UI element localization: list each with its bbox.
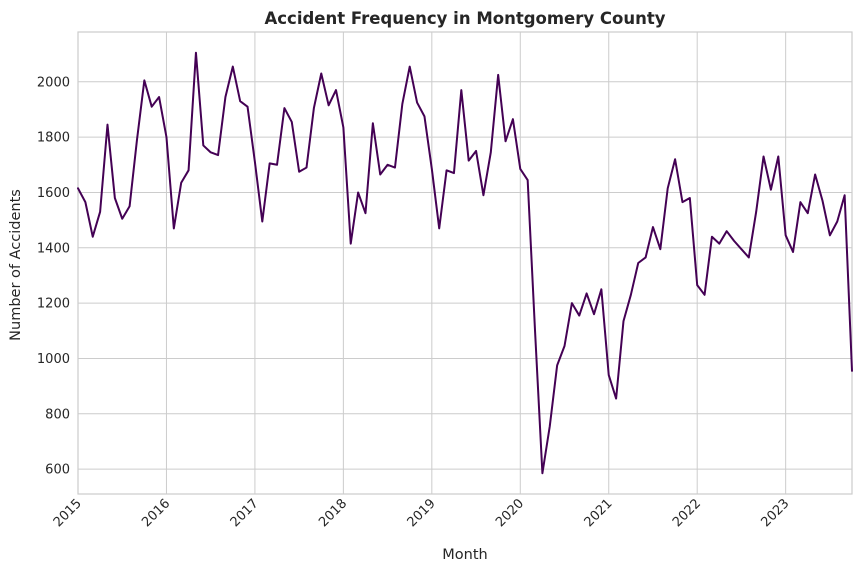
y-tick-labels: 600 800 1000 1200 1400 1600 1800 2000 xyxy=(37,75,70,477)
x-tick-label: 2019 xyxy=(405,496,439,530)
x-tick-label: 2018 xyxy=(316,496,350,530)
y-tick-label: 2000 xyxy=(37,75,70,90)
x-axis-label: Month xyxy=(442,547,487,563)
series-line xyxy=(77,51,853,475)
y-tick-label: 800 xyxy=(45,407,70,422)
x-tick-label: 2021 xyxy=(582,496,616,530)
grid xyxy=(77,32,852,494)
x-tick-label: 2020 xyxy=(493,496,527,530)
y-tick-label: 1600 xyxy=(37,186,70,201)
x-tick-labels: 2015 2016 2017 2018 2019 2020 2021 2022 2023 xyxy=(51,496,793,530)
x-tick-label: 2016 xyxy=(139,496,173,530)
y-axis-label: Number of Accidents xyxy=(8,189,24,341)
y-tick-label: 1000 xyxy=(37,352,70,367)
x-tick-label: 2023 xyxy=(758,496,792,530)
x-tick-label: 2022 xyxy=(670,496,704,530)
plot-frame xyxy=(77,31,853,495)
x-tick-label: 2017 xyxy=(228,496,262,530)
y-tick-label: 600 xyxy=(45,463,70,478)
chart-title: Accident Frequency in Montgomery County xyxy=(265,9,666,28)
series-group xyxy=(77,51,853,475)
y-tick-label: 1200 xyxy=(37,297,70,312)
y-tick-label: 1400 xyxy=(37,241,70,256)
y-tick-label: 1800 xyxy=(37,131,70,146)
x-tick-label: 2015 xyxy=(51,496,85,530)
